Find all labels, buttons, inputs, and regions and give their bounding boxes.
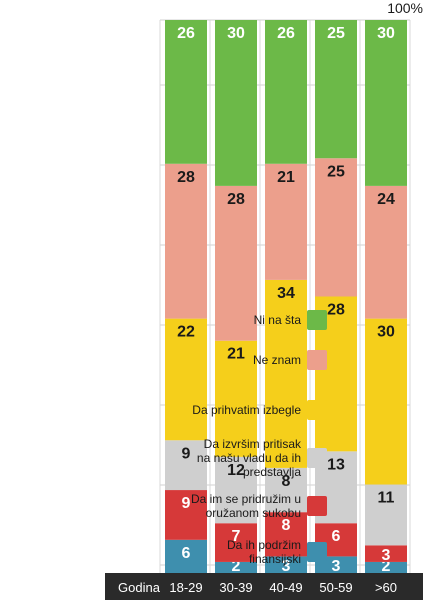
bar-segment: [165, 440, 207, 491]
bar-segment: [165, 20, 207, 164]
bar-segment: [215, 561, 257, 573]
bar-segment: [265, 279, 307, 468]
data-label: 2: [232, 558, 241, 575]
bar-segment: [165, 539, 207, 573]
bar-segment: [215, 20, 257, 186]
bar-segment: [315, 158, 357, 297]
data-label: 3: [282, 558, 291, 575]
x-axis-bar: [105, 573, 423, 600]
bar-segment: [165, 490, 207, 540]
bar-segment: [215, 340, 257, 457]
data-label: 34: [277, 285, 295, 302]
data-label: 21: [227, 346, 245, 363]
data-label: 8: [282, 473, 291, 490]
data-label: 3: [382, 547, 391, 564]
data-label: 30: [227, 25, 245, 42]
data-label: 28: [227, 191, 245, 208]
top-percent-label: 100%: [387, 0, 423, 16]
legend-label: Da ih podržim finansijski: [226, 538, 301, 566]
bar-segment: [215, 523, 257, 562]
data-label: 9: [182, 495, 191, 512]
data-label: 24: [377, 191, 395, 208]
data-label: 25: [327, 163, 345, 180]
data-label: 26: [277, 25, 295, 42]
data-label: 6: [332, 528, 341, 545]
data-label: 3: [332, 558, 341, 575]
data-label: 21: [277, 169, 295, 186]
data-label: 9: [182, 445, 191, 462]
bar-segment: [265, 556, 307, 573]
legend-label: Da im se pridružim u oružanom sukobu: [190, 492, 301, 520]
legend-swatch: [307, 542, 327, 562]
legend-label: Da izvršim pritisak na našu vladu da ih …: [196, 437, 301, 479]
bar-segment: [265, 512, 307, 557]
data-label: 2: [382, 558, 391, 575]
legend-label: Da prihvatim izbegle: [192, 403, 301, 417]
bar-segment: [265, 20, 307, 164]
data-label: 12: [227, 462, 245, 479]
legend-swatch: [307, 350, 327, 370]
legend-swatch: [307, 310, 327, 330]
data-label: 26: [177, 25, 195, 42]
bar-segment: [365, 484, 407, 546]
data-label: 30: [377, 25, 395, 42]
bar-segment: [265, 467, 307, 513]
bar-segment: [265, 163, 307, 280]
data-label: 6: [182, 545, 191, 562]
data-label: 25: [327, 25, 345, 42]
data-label: 28: [177, 169, 195, 186]
bar-segment: [365, 185, 407, 319]
data-label: 13: [327, 456, 345, 473]
data-label: 11: [378, 490, 395, 507]
x-tick-label: 18-29: [169, 580, 202, 595]
bar-segment: [365, 545, 407, 562]
legend-swatch: [307, 448, 327, 468]
bar-segment: [215, 185, 257, 341]
bar-segment: [165, 163, 207, 319]
bar-segment: [215, 456, 257, 524]
x-tick-label: >60: [375, 580, 397, 595]
x-axis-label: Godina: [118, 580, 161, 595]
bar-segment: [365, 20, 407, 186]
legend-label: Ne znam: [252, 353, 301, 367]
data-label: 8: [282, 517, 291, 534]
legend-swatch: [307, 496, 327, 516]
bar-segment: [365, 561, 407, 573]
x-tick-label: 40-49: [269, 580, 302, 595]
data-label: 30: [377, 324, 395, 341]
x-tick-label: 30-39: [219, 580, 252, 595]
bar-segment: [315, 20, 357, 159]
legend-swatch: [307, 400, 327, 420]
x-tick-label: 50-59: [319, 580, 352, 595]
data-label: 7: [232, 528, 241, 545]
data-label: 28: [327, 302, 345, 319]
bar-segment: [165, 318, 207, 441]
bar-segment: [365, 318, 407, 485]
data-label: 22: [177, 324, 195, 341]
legend-label: Ni na šta: [253, 313, 301, 327]
